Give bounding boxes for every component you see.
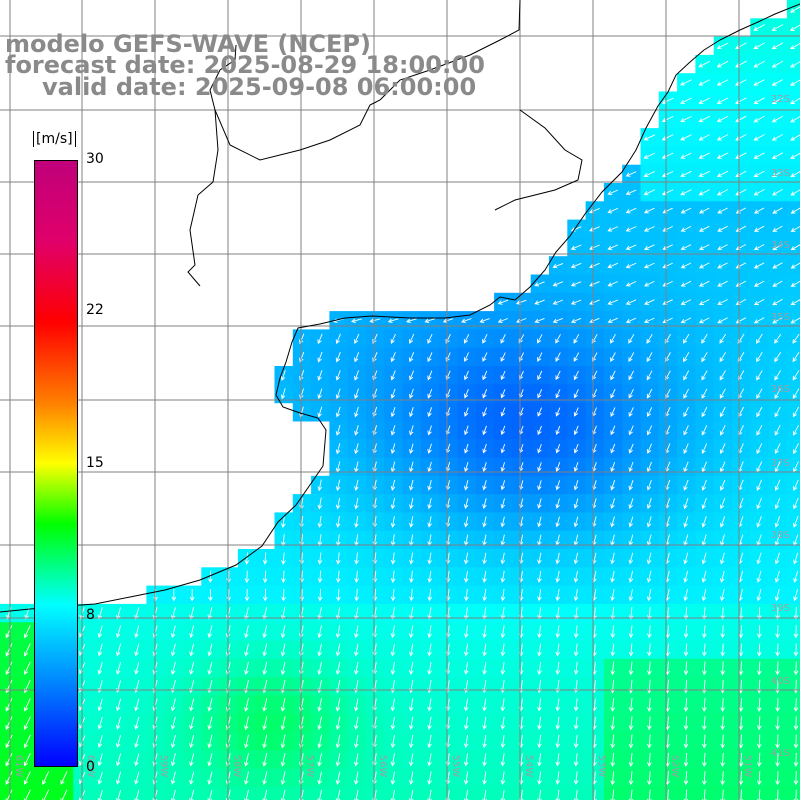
lon-label-59W: 59W bbox=[158, 755, 169, 778]
lat-label-35S: 35S bbox=[771, 312, 790, 323]
forecast-date: forecast date: 2025-08-29 18:00:00 bbox=[5, 51, 485, 79]
lon-label-54W: 54W bbox=[523, 755, 534, 778]
lon-label-58W: 58W bbox=[231, 755, 242, 778]
lon-label-53W: 53W bbox=[596, 755, 607, 778]
colorbar-tick-0: 0 bbox=[86, 759, 95, 775]
colorbar bbox=[34, 160, 78, 767]
colorbar-tick-8: 8 bbox=[86, 607, 95, 623]
lon-label-57W: 57W bbox=[304, 755, 315, 778]
lat-label-33S: 33S bbox=[771, 168, 790, 179]
latitude-labels: 32S 33S 34S 35S 36S 37S 38S 39S 40S 41S bbox=[771, 94, 790, 759]
longitude-labels: 61W 60W 59W 58W 57W 56W 55W 54W 53W 52W 51W bbox=[13, 755, 753, 778]
lon-label-56W: 56W bbox=[377, 755, 388, 778]
lat-label-36S: 36S bbox=[771, 384, 790, 395]
lat-label-37S: 37S bbox=[771, 458, 790, 469]
colorbar-unit: [m/s] bbox=[33, 131, 76, 147]
colorbar-tick-15: 15 bbox=[86, 455, 104, 471]
lon-label-60W: 60W bbox=[85, 755, 96, 778]
lon-label-55W: 55W bbox=[450, 755, 461, 778]
lat-label-38S: 38S bbox=[771, 530, 790, 541]
lon-label-52W: 52W bbox=[669, 755, 680, 778]
colorbar-tick-22: 22 bbox=[86, 302, 104, 318]
lat-label-41S: 41S bbox=[771, 748, 790, 759]
coastline bbox=[0, 0, 800, 613]
colorbar-tick-30: 30 bbox=[86, 151, 104, 167]
lon-label-61W: 61W bbox=[13, 755, 24, 778]
lat-label-40S: 40S bbox=[771, 676, 790, 687]
lon-label-51W: 51W bbox=[742, 755, 753, 778]
valid-date: valid date: 2025-09-08 06:00:00 bbox=[42, 73, 477, 101]
lat-label-39S: 39S bbox=[771, 603, 790, 614]
model-title: modelo GEFS-WAVE (NCEP) bbox=[5, 30, 371, 58]
lat-label-32S: 32S bbox=[771, 94, 790, 105]
wind-vectors bbox=[5, 6, 800, 800]
lat-label-34S: 34S bbox=[771, 240, 790, 251]
